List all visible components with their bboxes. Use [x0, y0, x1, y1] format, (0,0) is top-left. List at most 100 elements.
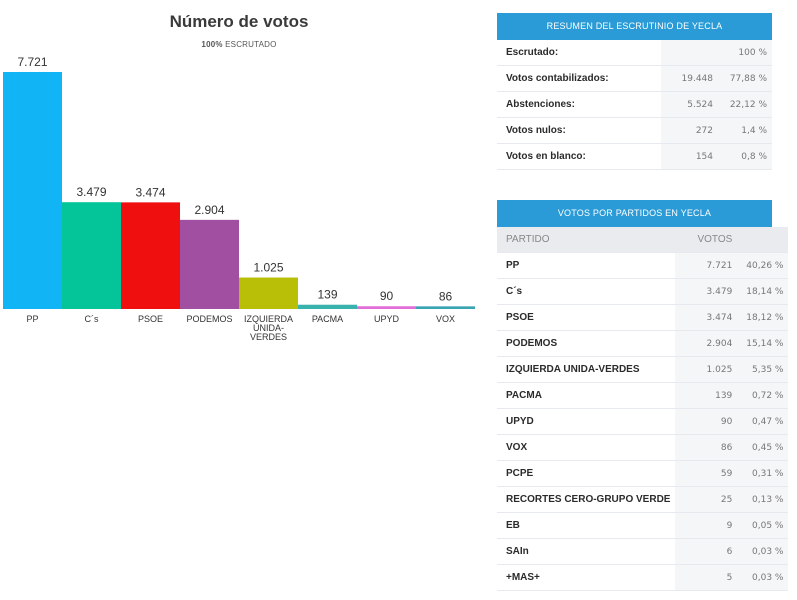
bar-value-label: 2.904	[194, 203, 224, 217]
party-votes: 86	[675, 434, 738, 461]
party-name: IZQUIERDA UNIDA-VERDES	[497, 356, 676, 383]
bar-pacma	[298, 304, 357, 309]
parties-column-header: PARTIDO VOTOS	[497, 227, 789, 253]
bar-value-label: 1.025	[253, 261, 283, 275]
party-row: C´s 3.479 18,14 %	[497, 278, 789, 305]
party-name: PCPE	[497, 460, 676, 487]
party-row: EB 9 0,05 %	[497, 512, 789, 539]
party-votes: 2.904	[675, 330, 738, 357]
summary-label: Abstenciones:	[497, 91, 661, 118]
party-pct: 0,03 %	[737, 538, 789, 565]
summary-value: 19.448	[661, 65, 718, 92]
party-row: PODEMOS 2.904 15,14 %	[497, 330, 789, 357]
summary-row: Abstenciones: 5.524 22,12 %	[497, 91, 772, 118]
bar-value-label: 139	[317, 288, 337, 302]
party-pct: 0,13 %	[737, 486, 789, 513]
category-label: PSOE	[138, 314, 163, 324]
summary-title: RESUMEN DEL ESCRUTINIO DE YECLA	[497, 13, 772, 40]
party-votes: 5	[675, 564, 738, 591]
party-votes: 7.721	[675, 252, 738, 279]
summary-value: 272	[661, 117, 718, 144]
party-row: PSOE 3.474 18,12 %	[497, 304, 789, 331]
bar-c-s	[62, 202, 121, 309]
bar-vox	[416, 306, 475, 309]
summary-value	[661, 40, 718, 66]
summary-pct: 1,4 %	[718, 117, 772, 144]
party-name: PSOE	[497, 304, 676, 331]
parties-panel: VOTOS POR PARTIDOS EN YECLA PARTIDO VOTO…	[497, 200, 789, 591]
party-pct: 15,14 %	[737, 330, 789, 357]
party-votes: 1.025	[675, 356, 738, 383]
party-pct: 0,03 %	[737, 564, 789, 591]
category-label: UPYD	[374, 314, 400, 324]
bar-podemos	[180, 219, 239, 309]
party-votes: 9	[675, 512, 738, 539]
party-name: VOX	[497, 434, 676, 461]
party-name: UPYD	[497, 408, 676, 435]
party-row: +MAS+ 5 0,03 %	[497, 564, 789, 591]
chart-subtitle-rest: ESCRUTADO	[225, 40, 277, 49]
party-votes: 3.474	[675, 304, 738, 331]
party-pct: 18,14 %	[737, 278, 789, 305]
summary-row: Votos en blanco: 154 0,8 %	[497, 143, 772, 170]
party-pct: 5,35 %	[737, 356, 789, 383]
col-party: PARTIDO	[497, 227, 676, 253]
summary-row: Escrutado: 100 %	[497, 40, 772, 66]
party-pct: 40,26 %	[737, 252, 789, 279]
party-row: UPYD 90 0,47 %	[497, 408, 789, 435]
bar-pp	[3, 72, 62, 309]
party-row: SAIn 6 0,03 %	[497, 538, 789, 565]
summary-label: Votos contabilizados:	[497, 65, 661, 92]
bar-value-label: 90	[380, 289, 394, 303]
summary-table: Escrutado: 100 % Votos contabilizados: 19.4…	[497, 40, 772, 170]
category-label: PACMA	[312, 314, 343, 324]
parties-title: VOTOS POR PARTIDOS EN YECLA	[497, 200, 772, 227]
party-row: PACMA 139 0,72 %	[497, 382, 789, 409]
category-label: C´s	[85, 314, 99, 324]
summary-pct: 22,12 %	[718, 91, 772, 118]
party-votes: 139	[675, 382, 738, 409]
col-votes: VOTOS	[675, 227, 738, 253]
party-votes: 59	[675, 460, 738, 487]
party-row: VOX 86 0,45 %	[497, 434, 789, 461]
party-name: SAIn	[497, 538, 676, 565]
chart-plot: 7.721 PP 3.479 C´s 3.474 PSOE 2.904 PODEMOS 1.02…	[3, 55, 475, 342]
summary-label: Escrutado:	[497, 40, 661, 66]
category-label: IZQUIERDA UNIDA-VERDES	[244, 314, 293, 342]
party-name: PODEMOS	[497, 330, 676, 357]
summary-row: Votos contabilizados: 19.448 77,88 %	[497, 65, 772, 92]
bar-value-label: 7.721	[17, 55, 47, 69]
party-pct: 0,05 %	[737, 512, 789, 539]
category-label: PODEMOS	[186, 314, 232, 324]
summary-pct: 100 %	[718, 40, 772, 66]
party-votes: 25	[675, 486, 738, 513]
party-votes: 3.479	[675, 278, 738, 305]
party-pct: 0,72 %	[737, 382, 789, 409]
summary-label: Votos nulos:	[497, 117, 661, 144]
chart-subtitle-strong: 100%	[201, 40, 223, 49]
votes-chart: Número de votos 100% ESCRUTADO 7.721 PP 3.…	[0, 0, 480, 360]
summary-row: Votos nulos: 272 1,4 %	[497, 117, 772, 144]
party-pct: 0,31 %	[737, 460, 789, 487]
party-name: +MAS+	[497, 564, 676, 591]
party-row: PP 7.721 40,26 %	[497, 252, 789, 279]
party-pct: 18,12 %	[737, 304, 789, 331]
party-name: PACMA	[497, 382, 676, 409]
party-votes: 90	[675, 408, 738, 435]
party-name: EB	[497, 512, 676, 539]
party-votes: 6	[675, 538, 738, 565]
col-pct	[737, 227, 789, 253]
chart-title: Número de votos	[169, 12, 309, 31]
party-row: PCPE 59 0,31 %	[497, 460, 789, 487]
category-label: PP	[26, 314, 38, 324]
party-pct: 0,45 %	[737, 434, 789, 461]
bar-izquierda-unida-verdes	[239, 277, 298, 309]
bar-psoe	[121, 202, 180, 309]
party-pct: 0,47 %	[737, 408, 789, 435]
summary-value: 5.524	[661, 91, 718, 118]
parties-table: PARTIDO VOTOS PP 7.721 40,26 % C´s 3.479 18,1…	[497, 227, 789, 591]
party-name: RECORTES CERO-GRUPO VERDE	[497, 486, 676, 513]
chart-subtitle: 100% ESCRUTADO	[0, 40, 478, 49]
party-name: C´s	[497, 278, 676, 305]
bar-upyd	[357, 306, 416, 309]
